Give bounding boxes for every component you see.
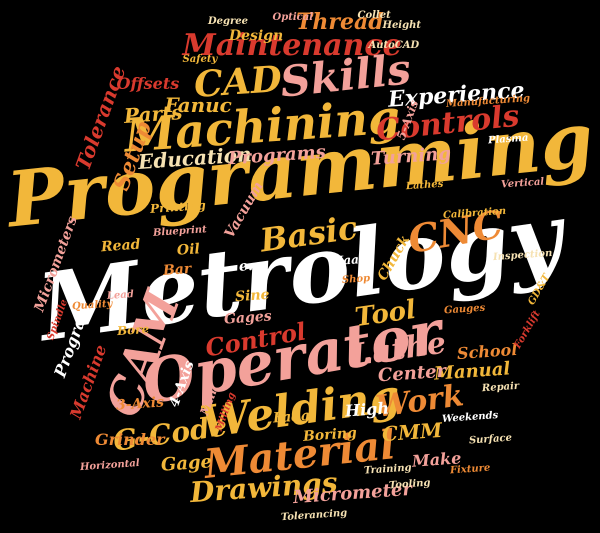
word-lead: Lead [106,289,134,302]
word-printing: Printing [149,198,207,216]
word-autocad: AutoCAD [368,40,420,51]
word-height: Height [382,20,422,31]
word-3-axis: 3-Axis [115,394,165,414]
word-gauges: Gauges [443,302,486,317]
word-boring: Boring [302,425,358,445]
word-maintenance: Maintenance [182,28,402,63]
word-shop: Shop [341,273,371,286]
word-weekends: Weekends [441,410,499,425]
word-bore: Bore [116,321,150,339]
word-cmm: CMM [381,417,443,447]
word-tool: Tool [352,294,418,334]
word-gage: Gage [159,451,213,476]
word-safety: Safety [182,54,218,65]
word-gages: Gages [223,308,273,328]
word-center: Center [377,360,447,387]
word-fixture: Fixture [449,462,491,477]
word-bar: Bar [162,261,192,279]
word-fanuc: Fanuc [164,93,232,117]
word-haas: Haas [331,251,367,269]
word-repair: Repair [481,380,520,395]
word-thread: Thread [296,9,384,35]
word-read: Read [99,236,141,256]
word-tooling: Tooling [388,477,431,492]
word-oil: Oil [175,241,200,259]
word-offsets: Offsets [116,74,180,93]
word-e-g: e.g [238,257,264,275]
word-high: High [344,398,390,421]
word-school: School [456,339,518,364]
word-design: Design [229,28,284,44]
word-sine: Sine [233,286,270,306]
word-surface: Surface [468,432,512,447]
word-optical: Optical [272,12,314,23]
word-forklift: Forklift [512,308,543,351]
word-training: Training [363,462,412,477]
word-collet: Collet [357,10,391,21]
word-horizontal: Horizontal [79,457,140,474]
word-degree: Degree [208,16,249,27]
word-grinder: Grinder [95,430,165,449]
word-fadal: Fadal [272,407,316,427]
word-tolerancing: Tolerancing [280,507,348,524]
